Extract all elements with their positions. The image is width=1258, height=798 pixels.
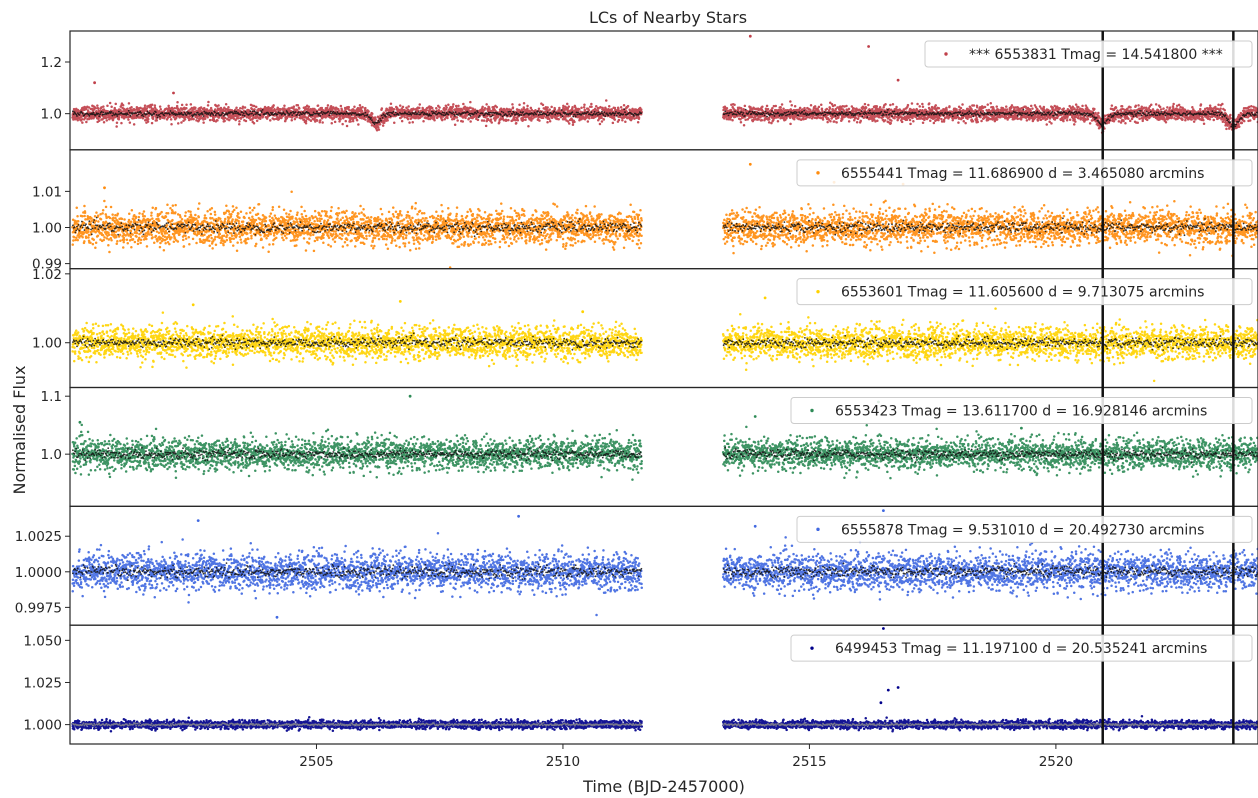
y-tick-label: 1.1 (41, 389, 62, 405)
legend-2: 6555441 Tmag = 11.686900 d = 3.465080 ar… (797, 160, 1252, 186)
y-tick-label: 1.0 (41, 107, 62, 123)
outlier-point (897, 79, 900, 82)
legend-marker (816, 290, 819, 293)
data-points (71, 99, 1258, 134)
outlier-point (399, 300, 402, 303)
y-axis-label: Normalised Flux (10, 365, 29, 494)
outlier-point (1020, 427, 1023, 430)
legend-marker (810, 409, 813, 412)
outlier-point (897, 686, 900, 689)
outlier-point (882, 627, 885, 630)
legend-label: *** 6553831 Tmag = 14.541800 *** (969, 47, 1223, 63)
legend-label: 6553423 Tmag = 13.611700 d = 16.928146 a… (835, 404, 1207, 420)
outlier-point (103, 186, 106, 189)
y-tick-label: 1.000 (23, 718, 62, 734)
y-tick-label: 0.9975 (15, 600, 62, 616)
legend-label: 6555878 Tmag = 9.531010 d = 20.492730 ar… (841, 522, 1204, 538)
legend-5: 6555878 Tmag = 9.531010 d = 20.492730 ar… (797, 516, 1252, 542)
y-tick-label: 1.025 (23, 675, 62, 691)
y-tick-label: 1.0025 (15, 529, 62, 545)
legend-label: 6555441 Tmag = 11.686900 d = 3.465080 ar… (841, 166, 1204, 182)
outlier-point (882, 509, 885, 512)
legend-marker (944, 52, 947, 55)
x-axis: 2505 2510 2515 2520 (299, 744, 1073, 770)
outlier-point (764, 297, 767, 300)
outlier-point (749, 163, 752, 166)
outlier-point (880, 701, 883, 704)
outlier-point (749, 35, 752, 38)
outlier-point (517, 515, 520, 518)
x-tick-label: 2510 (546, 754, 580, 770)
outlier-point (581, 310, 584, 313)
data-points (71, 532, 1258, 616)
outlier-point (887, 689, 890, 692)
y-tick-label: 1.0000 (15, 565, 62, 581)
legend-4: 6553423 Tmag = 13.611700 d = 16.928146 a… (791, 398, 1252, 424)
x-axis-label: Time (BJD-2457000) (582, 777, 745, 796)
outlier-point (330, 262, 333, 265)
y-tick-label: 1.2 (41, 55, 62, 71)
outlier-point (197, 519, 200, 522)
outlier-point (276, 616, 279, 619)
outlier-point (79, 421, 82, 424)
legend-marker (810, 646, 813, 649)
y-tick-label: 1.00 (32, 220, 62, 236)
legend-label: 6553601 Tmag = 11.605600 d = 9.713075 ar… (841, 285, 1204, 301)
y-tick-label: 1.050 (23, 633, 62, 649)
figure-title: LCs of Nearby Stars (589, 8, 747, 27)
legend-1: *** 6553831 Tmag = 14.541800 *** (925, 41, 1252, 67)
outlier-point (754, 415, 757, 418)
outlier-point (93, 81, 96, 84)
legend-label: 6499453 Tmag = 11.197100 d = 20.535241 a… (835, 641, 1207, 657)
legend-3: 6553601 Tmag = 11.605600 d = 9.713075 ar… (797, 279, 1252, 305)
outlier-point (754, 525, 757, 528)
legend-6: 6499453 Tmag = 11.197100 d = 20.535241 a… (791, 635, 1252, 661)
legend-marker (816, 528, 819, 531)
y-tick-label: 1.0 (41, 447, 62, 463)
x-tick-label: 2515 (792, 754, 826, 770)
outlier-point (409, 395, 412, 398)
outlier-point (192, 303, 195, 306)
outlier-point (172, 92, 175, 95)
x-tick-label: 2520 (1039, 754, 1073, 770)
legend-marker (816, 171, 819, 174)
y-tick-label: 1.02 (32, 267, 62, 283)
y-tick-label: 1.01 (32, 184, 62, 200)
x-tick-label: 2505 (299, 754, 333, 770)
y-tick-label: 1.00 (32, 336, 62, 352)
outlier-point (867, 45, 870, 48)
